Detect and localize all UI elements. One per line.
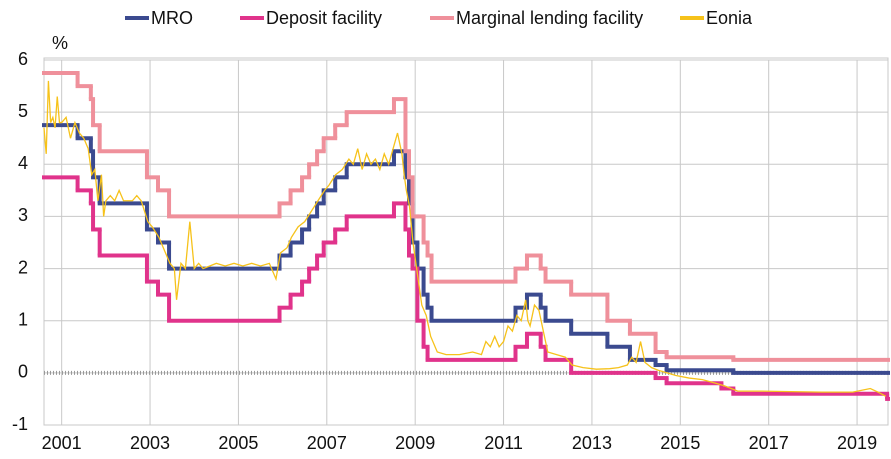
x-tick-label: 2019 <box>837 433 877 453</box>
x-tick-label: 2009 <box>395 433 435 453</box>
y-tick-label: 5 <box>18 101 28 121</box>
y-axis-label: % <box>52 33 68 53</box>
legend-label: Eonia <box>706 8 753 28</box>
x-tick-label: 2003 <box>130 433 170 453</box>
x-tick-label: 2007 <box>307 433 347 453</box>
x-tick-label: 2017 <box>749 433 789 453</box>
x-tick-label: 2015 <box>660 433 700 453</box>
series-1 <box>42 175 890 401</box>
x-tick-label: 2011 <box>484 433 523 453</box>
x-tick-label: 2013 <box>572 433 612 453</box>
y-tick-label: 1 <box>18 309 28 329</box>
y-tick-label: 0 <box>18 362 28 382</box>
y-tick-label: 4 <box>18 153 28 173</box>
y-tick-label: 3 <box>18 205 28 225</box>
y-tick-label: -1 <box>12 414 28 434</box>
legend-label: Marginal lending facility <box>456 8 643 28</box>
x-tick-label: 2005 <box>218 433 258 453</box>
series-0 <box>42 123 890 375</box>
legend-label: MRO <box>151 8 193 28</box>
y-tick-label: 6 <box>18 49 28 69</box>
x-tick-label: 2001 <box>42 433 82 453</box>
eonia-line <box>43 80 887 397</box>
y-tick-label: 2 <box>18 257 28 277</box>
legend-label: Deposit facility <box>266 8 382 28</box>
series-2 <box>42 71 890 362</box>
